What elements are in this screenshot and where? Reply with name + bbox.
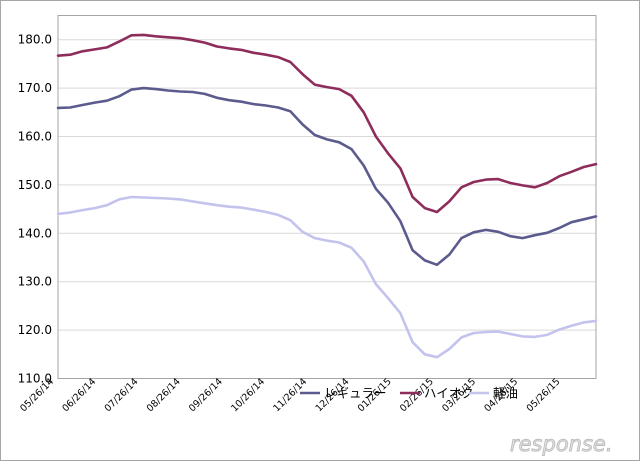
response-watermark: response. (510, 432, 613, 457)
series-line-0 (56, 86, 598, 267)
y-tick-label: 170.0 (18, 81, 52, 95)
series-line-2 (56, 195, 598, 359)
plot-area-border (57, 15, 597, 379)
y-tick-label: 130.0 (18, 275, 52, 289)
legend: レギュラー ハイオク 軽油 (300, 386, 518, 401)
y-tick-label: 110.0 (18, 372, 52, 386)
y-tick-label: 180.0 (18, 33, 52, 47)
y-tick-label: 150.0 (18, 178, 52, 192)
y-tick-label: 160.0 (18, 130, 52, 144)
y-tick-label: 140.0 (18, 226, 52, 240)
legend-label: 軽油 (493, 386, 518, 401)
legend-label: レギュラー (324, 386, 387, 401)
series-line-1 (56, 33, 598, 214)
y-axis-tick-labels: 110.0 120.0 130.0 140.0 150.0 160.0 170.0 180.0 (18, 33, 52, 386)
series-lines (56, 33, 598, 359)
legend-label: ハイオク (424, 386, 474, 401)
y-tick-label: 120.0 (18, 323, 52, 337)
watermark-text: response. (510, 432, 613, 456)
